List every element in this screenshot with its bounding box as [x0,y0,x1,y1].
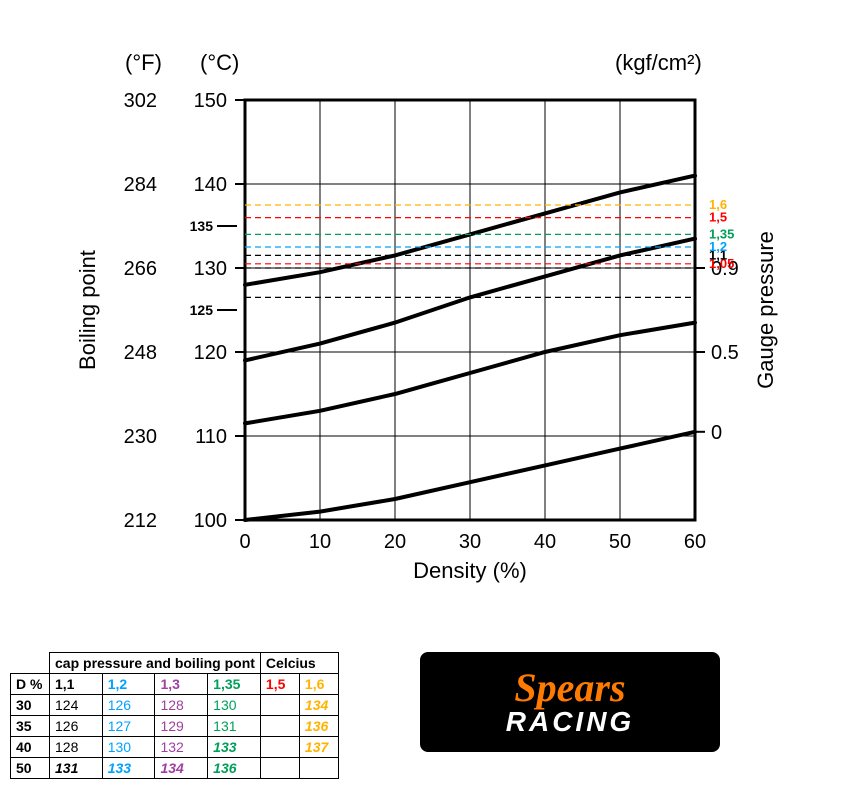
cell: 136 [299,716,338,737]
cell: 130 [102,737,155,758]
spears-racing-logo: Spears RACING [420,652,720,752]
svg-text:40: 40 [534,531,556,553]
cell: 128 [155,695,208,716]
col-header: 1,1 [50,674,103,695]
col-header: 1,6 [299,674,338,695]
cell: 134 [299,695,338,716]
svg-text:130: 130 [194,258,227,280]
cell [260,716,299,737]
svg-text:120: 120 [194,342,227,364]
cell: 132 [155,737,208,758]
svg-text:0.5: 0.5 [711,342,739,364]
cell: 133 [208,737,261,758]
row-d: 35 [11,716,50,737]
svg-text:135: 135 [190,218,214,234]
cell: 133 [102,758,155,779]
svg-text:125: 125 [190,302,214,318]
col-header: 1,35 [208,674,261,695]
svg-text:212: 212 [124,510,157,532]
svg-text:(°F): (°F) [125,50,162,75]
row-d: 50 [11,758,50,779]
cap-pressure-table: cap pressure and boiling pontCelciusD %1… [10,652,339,779]
cell: 131 [50,758,103,779]
col-header: 1,3 [155,674,208,695]
cell: 131 [208,716,261,737]
svg-text:Gauge pressure: Gauge pressure [753,231,778,389]
cell: 128 [50,737,103,758]
boiling-point-chart: 0 10 20 30 40 50 60 100 212 110 230 120 248 130 266 140… [70,40,790,600]
cell [260,695,299,716]
svg-text:1,35: 1,35 [709,226,734,241]
col-header: 1,5 [260,674,299,695]
table-title: cap pressure and boiling pont [50,653,261,674]
cell: 127 [102,716,155,737]
svg-text:10: 10 [309,531,331,553]
svg-text:150: 150 [194,90,227,112]
col-header: 1,2 [102,674,155,695]
logo-brand-text: Spears [514,668,625,708]
svg-text:140: 140 [194,174,227,196]
svg-text:266: 266 [124,258,157,280]
row-d: 40 [11,737,50,758]
row-header-label: D % [11,674,50,695]
svg-text:(°C): (°C) [200,50,239,75]
svg-text:284: 284 [124,174,157,196]
cell: 137 [299,737,338,758]
svg-text:302: 302 [124,90,157,112]
table-unit: Celcius [260,653,338,674]
svg-text:110: 110 [195,426,227,448]
svg-text:(kgf/cm²): (kgf/cm²) [615,50,702,75]
logo-sub-text: RACING [506,708,634,736]
cell: 124 [50,695,103,716]
svg-text:50: 50 [609,531,631,553]
svg-text:20: 20 [384,531,406,553]
cell: 136 [208,758,261,779]
svg-text:Density (%): Density (%) [413,558,527,583]
cell [260,758,299,779]
svg-text:30: 30 [459,531,481,553]
svg-text:0: 0 [239,531,250,553]
row-d: 30 [11,695,50,716]
cell: 129 [155,716,208,737]
svg-text:60: 60 [684,531,706,553]
svg-text:1,6: 1,6 [709,197,727,212]
cell: 134 [155,758,208,779]
cell [299,758,338,779]
cell: 130 [208,695,261,716]
svg-text:Boiling point: Boiling point [75,250,100,370]
cell [260,737,299,758]
svg-text:248: 248 [124,342,157,364]
svg-text:230: 230 [124,426,157,448]
svg-text:100: 100 [194,510,227,532]
cell: 126 [102,695,155,716]
cell: 126 [50,716,103,737]
svg-text:0: 0 [711,422,722,444]
